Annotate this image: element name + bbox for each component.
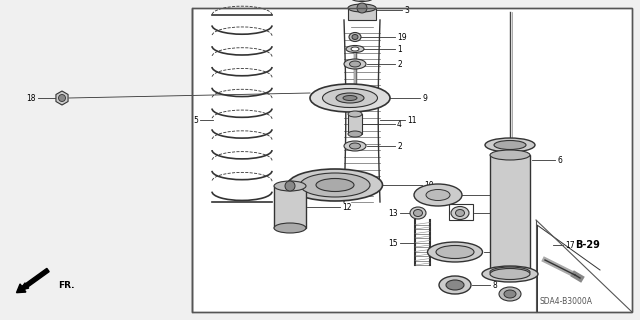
Ellipse shape [274, 223, 306, 233]
Ellipse shape [348, 131, 362, 137]
Text: 12: 12 [342, 203, 351, 212]
Ellipse shape [316, 179, 354, 191]
Bar [490, 155, 530, 272]
Text: 2: 2 [397, 60, 402, 68]
Ellipse shape [352, 35, 358, 39]
Text: 17: 17 [565, 241, 575, 250]
Text: 9: 9 [422, 93, 427, 102]
Ellipse shape [490, 268, 530, 279]
Bar [348, 8, 376, 20]
Ellipse shape [456, 210, 465, 217]
Ellipse shape [310, 84, 390, 112]
Text: SDA4-B3000A: SDA4-B3000A [540, 298, 593, 307]
Bar [192, 8, 632, 312]
Text: 3: 3 [404, 5, 409, 14]
Text: 15: 15 [388, 238, 398, 247]
Ellipse shape [485, 138, 535, 152]
Ellipse shape [344, 59, 366, 69]
Ellipse shape [436, 245, 474, 259]
Ellipse shape [482, 266, 538, 282]
Text: 16: 16 [492, 190, 502, 199]
Text: FR.: FR. [58, 281, 74, 290]
Ellipse shape [343, 95, 357, 100]
Ellipse shape [446, 280, 464, 290]
Ellipse shape [349, 33, 361, 42]
Text: 13: 13 [388, 209, 398, 218]
Ellipse shape [428, 242, 483, 262]
Ellipse shape [490, 267, 530, 277]
Circle shape [285, 181, 295, 191]
Ellipse shape [274, 181, 306, 191]
Ellipse shape [287, 169, 383, 201]
Ellipse shape [336, 93, 364, 103]
Circle shape [357, 3, 367, 13]
Text: 7: 7 [499, 247, 504, 257]
Ellipse shape [451, 206, 469, 220]
Ellipse shape [348, 111, 362, 117]
Ellipse shape [300, 173, 370, 197]
Text: 5: 5 [193, 116, 198, 124]
Ellipse shape [414, 184, 462, 206]
FancyArrow shape [17, 268, 49, 293]
Ellipse shape [351, 47, 359, 51]
Text: 19: 19 [397, 33, 406, 42]
Bar [348, 114, 362, 134]
Ellipse shape [499, 287, 521, 301]
Text: 8: 8 [492, 281, 497, 290]
Ellipse shape [413, 210, 422, 217]
Bar [192, 8, 632, 312]
Text: 6: 6 [557, 156, 562, 164]
Ellipse shape [494, 140, 526, 149]
Ellipse shape [351, 0, 373, 2]
Circle shape [58, 94, 65, 101]
Text: B-29: B-29 [575, 240, 600, 250]
Ellipse shape [490, 150, 530, 160]
Ellipse shape [410, 207, 426, 219]
Ellipse shape [344, 141, 366, 151]
Text: 4: 4 [397, 119, 402, 129]
Bar [449, 204, 473, 220]
Text: 18: 18 [26, 93, 36, 102]
Ellipse shape [323, 89, 378, 108]
Text: 14: 14 [492, 209, 502, 218]
Text: 10: 10 [424, 180, 434, 189]
Bar [274, 186, 306, 228]
Ellipse shape [504, 290, 516, 298]
Ellipse shape [349, 143, 360, 149]
Text: 2: 2 [397, 141, 402, 150]
Text: 1: 1 [397, 44, 402, 53]
Ellipse shape [349, 61, 360, 67]
Ellipse shape [346, 45, 364, 52]
Ellipse shape [439, 276, 471, 294]
Ellipse shape [426, 189, 450, 201]
Polygon shape [56, 91, 68, 105]
Ellipse shape [348, 4, 376, 12]
Text: 11: 11 [407, 116, 417, 124]
